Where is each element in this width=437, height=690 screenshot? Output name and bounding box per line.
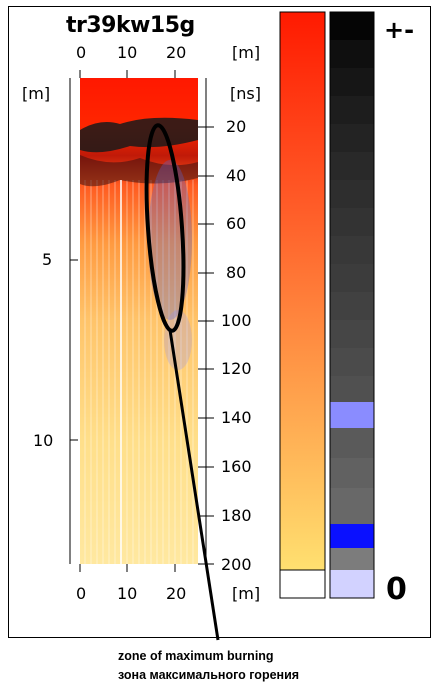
figure-frame <box>8 6 431 638</box>
scale-sign-label: +- <box>384 16 415 44</box>
profile-title: tr39kw15g <box>66 13 195 38</box>
depth-tick: 10 <box>33 431 54 450</box>
time-tick: 200 <box>221 555 252 574</box>
scale-zero-label: 0 <box>386 572 407 607</box>
top-x-tick: 20 <box>166 43 187 62</box>
blue-step <box>330 524 374 548</box>
profile-anomaly <box>148 160 192 320</box>
profile-dark-band <box>80 155 198 187</box>
caption-english: zone of maximum burning <box>118 649 274 663</box>
time-tick: 180 <box>221 506 252 525</box>
gray-scale <box>330 12 374 598</box>
top-x-tick: 10 <box>117 43 138 62</box>
burning-zone-ellipse <box>144 123 186 333</box>
annotation-leader-line <box>168 329 220 641</box>
bottom-x-unit: [m] <box>232 584 261 603</box>
time-tick: 120 <box>221 359 252 378</box>
red-yellow-scale-zero <box>279 569 326 599</box>
time-unit: [ns] <box>230 84 261 103</box>
time-tick: 40 <box>226 166 247 185</box>
time-tick: 140 <box>221 408 252 427</box>
caption-russian: зона максимального горения <box>118 668 300 682</box>
top-x-tick: 0 <box>76 43 87 62</box>
profile-anomaly <box>164 310 192 370</box>
time-tick: 100 <box>221 311 252 330</box>
top-x-unit: [m] <box>232 43 261 62</box>
time-tick: 160 <box>221 457 252 476</box>
bottom-x-tick: 20 <box>166 584 187 603</box>
light-blue-step <box>330 402 374 428</box>
time-minor-ticks <box>198 126 214 565</box>
bottom-x-tick: 0 <box>76 584 87 603</box>
time-tick: 80 <box>226 263 247 282</box>
gray-scale-border <box>329 11 375 599</box>
bottom-x-tick: 10 <box>117 584 138 603</box>
time-tick: 60 <box>226 214 247 233</box>
time-tick: 20 <box>226 117 247 136</box>
profile-texture <box>80 180 198 564</box>
depth-tick: 5 <box>42 250 53 269</box>
red-yellow-scale <box>279 11 326 571</box>
depth-unit: [m] <box>22 84 51 103</box>
